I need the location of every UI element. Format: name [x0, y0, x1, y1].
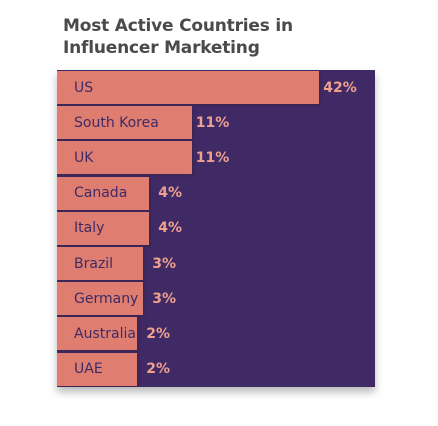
bar	[57, 211, 150, 245]
bar-chart: US 42% South Korea 11% UK 11% Canada 4% Italy 4% B…	[57, 70, 375, 387]
value-label: 3%	[152, 255, 177, 272]
category-label: Brazil	[74, 255, 114, 272]
category-label: US	[74, 79, 94, 96]
bar	[57, 317, 138, 351]
value-label: 4%	[158, 220, 183, 237]
value-label: 4%	[158, 185, 183, 202]
bar	[57, 247, 144, 280]
category-label: UK	[74, 149, 94, 166]
bar	[57, 106, 192, 140]
chart-title: Most Active Countries in Influencer Mark…	[63, 16, 293, 58]
category-label: South Korea	[74, 114, 159, 131]
category-label: Italy	[74, 220, 105, 237]
value-label: 42%	[323, 79, 357, 96]
value-label: 2%	[146, 325, 170, 342]
bar	[57, 71, 319, 104]
bar	[57, 141, 192, 175]
value-label: 11%	[195, 114, 230, 131]
category-label: Australia	[74, 325, 136, 342]
bar	[57, 352, 138, 386]
category-label: Canada	[74, 185, 128, 202]
category-label: Germany	[74, 290, 139, 307]
category-label: UAE	[74, 361, 103, 378]
bar	[57, 176, 150, 210]
bar	[57, 282, 144, 316]
value-label: 2%	[146, 361, 170, 378]
value-label: 3%	[152, 290, 177, 307]
value-label: 11%	[195, 149, 230, 166]
